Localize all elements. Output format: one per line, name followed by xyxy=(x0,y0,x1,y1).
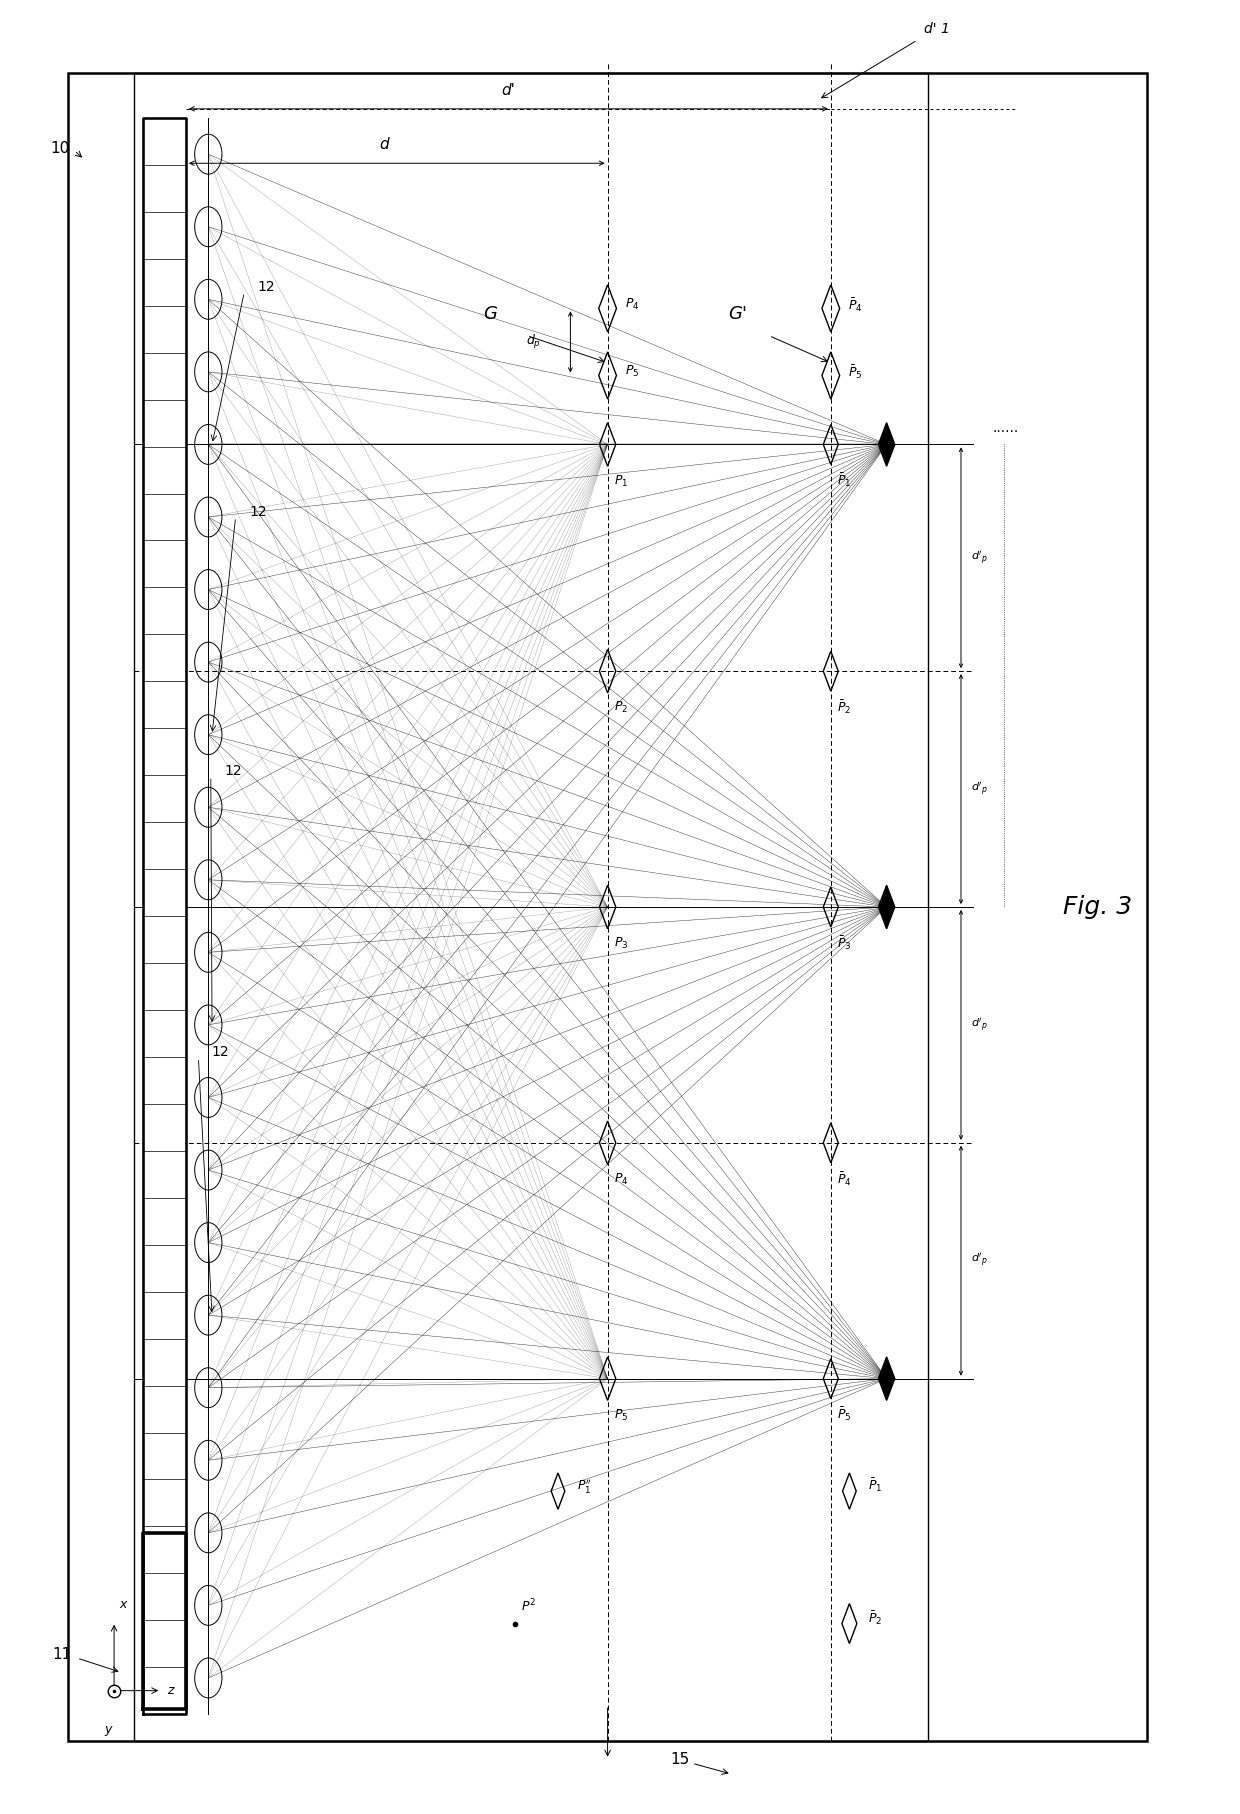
Text: G: G xyxy=(482,305,497,323)
Text: $P_1''$: $P_1''$ xyxy=(577,1477,591,1495)
Text: $d'_p$: $d'_p$ xyxy=(971,1252,988,1270)
Text: 12: 12 xyxy=(224,764,242,778)
Text: $P_1$: $P_1$ xyxy=(614,473,629,488)
Text: $d'_p$: $d'_p$ xyxy=(971,1016,988,1034)
Polygon shape xyxy=(878,423,895,466)
Bar xyxy=(143,118,186,1714)
Text: $P_4$: $P_4$ xyxy=(614,1172,629,1186)
Text: $\bar{P}_3$: $\bar{P}_3$ xyxy=(837,934,852,952)
Text: 11: 11 xyxy=(52,1647,72,1662)
Text: $\bar{P}_2$: $\bar{P}_2$ xyxy=(868,1609,883,1627)
Text: $\bar{P}_1$: $\bar{P}_1$ xyxy=(868,1477,883,1495)
Text: $P^2$: $P^2$ xyxy=(521,1598,536,1614)
Text: $P_2$: $P_2$ xyxy=(614,700,627,715)
Text: $P_4$: $P_4$ xyxy=(625,297,640,312)
Text: $d'_p$: $d'_p$ xyxy=(971,780,988,798)
Text: $\bar{P}_5$: $\bar{P}_5$ xyxy=(848,363,863,381)
Text: 15: 15 xyxy=(670,1752,689,1767)
Text: $P_5$: $P_5$ xyxy=(614,1408,629,1422)
Bar xyxy=(68,73,1147,1741)
Bar xyxy=(134,73,928,1741)
Text: x: x xyxy=(119,1598,126,1611)
Text: d: d xyxy=(379,138,389,152)
Text: $\bar{P}_4$: $\bar{P}_4$ xyxy=(837,1170,852,1188)
Text: 12: 12 xyxy=(258,279,275,294)
Polygon shape xyxy=(878,885,895,929)
Text: G': G' xyxy=(728,305,748,323)
Text: $d'_p$: $d'_p$ xyxy=(971,550,988,566)
Text: $P_3$: $P_3$ xyxy=(614,936,629,951)
Text: $\bar{P}_5$: $\bar{P}_5$ xyxy=(837,1406,852,1424)
Text: $\bar{P}_1$: $\bar{P}_1$ xyxy=(837,472,852,490)
Text: 10: 10 xyxy=(50,141,69,156)
Text: $\bar{P}_2$: $\bar{P}_2$ xyxy=(837,698,852,717)
Text: d': d' xyxy=(501,83,516,98)
Text: d' 1: d' 1 xyxy=(924,22,950,36)
Text: Fig. 3: Fig. 3 xyxy=(1063,894,1132,920)
Text: $d_p$: $d_p$ xyxy=(526,334,541,350)
Text: z: z xyxy=(167,1683,174,1698)
Text: 12: 12 xyxy=(249,504,267,519)
Text: y: y xyxy=(104,1723,112,1736)
Text: $\bar{P}_4$: $\bar{P}_4$ xyxy=(848,296,863,314)
Text: ......: ...... xyxy=(992,421,1018,435)
Text: 12: 12 xyxy=(212,1045,229,1059)
Text: $P_5$: $P_5$ xyxy=(625,365,640,379)
Polygon shape xyxy=(878,1357,895,1400)
